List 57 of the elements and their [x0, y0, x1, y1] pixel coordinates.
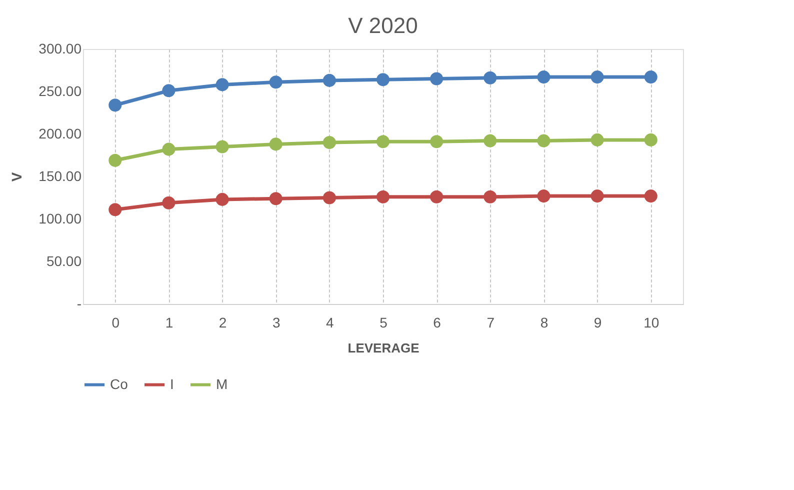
x-tick-label: 5 [380, 314, 388, 330]
point [484, 71, 497, 84]
point [537, 134, 550, 148]
point [376, 190, 390, 204]
y-tick-label: 200.00 [38, 126, 82, 142]
x-axis-title: LEVERAGE [348, 340, 420, 356]
y-tick-label: 100.00 [38, 210, 82, 226]
point [322, 74, 336, 87]
point [162, 142, 176, 156]
legend-label: M [216, 376, 228, 392]
y-tick-label: 50.00 [46, 253, 82, 269]
x-tick-label: 2 [218, 314, 227, 330]
legend-label: Co [110, 376, 128, 392]
point [216, 140, 229, 154]
point [108, 203, 122, 216]
point [216, 78, 229, 92]
point [376, 73, 390, 86]
point [108, 154, 122, 167]
point [269, 138, 282, 151]
chart-title: V 2020 [348, 13, 418, 38]
point [269, 192, 282, 206]
point [644, 190, 658, 203]
y-tick-label: 300.00 [38, 40, 82, 56]
point [590, 133, 604, 146]
point [430, 135, 444, 148]
point [537, 190, 550, 203]
point [269, 76, 282, 89]
x-tick-label: 0 [112, 314, 120, 330]
y-tick-label: 250.00 [38, 83, 82, 99]
point [644, 70, 658, 84]
y-tick-label: 150.00 [38, 168, 82, 184]
x-tick-label: 1 [165, 314, 174, 330]
x-tick-label: 7 [486, 314, 495, 330]
x-tick-label: 3 [272, 314, 280, 330]
x-tick-label: 9 [594, 314, 602, 330]
x-tick-label: 6 [433, 314, 442, 330]
point [484, 190, 497, 204]
point [430, 190, 444, 204]
legend-label: I [170, 376, 174, 392]
point [430, 72, 444, 86]
x-tick-label: 8 [540, 314, 548, 330]
x-tick-label: 4 [326, 314, 334, 330]
point [322, 136, 336, 150]
point [376, 135, 390, 148]
point [590, 190, 604, 203]
point [108, 98, 122, 112]
x-tick-label: 10 [644, 314, 660, 330]
point [590, 70, 604, 84]
y-axis-title: V [8, 172, 25, 182]
point [537, 70, 550, 84]
point [162, 84, 176, 98]
point [216, 192, 229, 206]
point [162, 196, 176, 210]
point [322, 191, 336, 204]
point [644, 133, 658, 146]
point [484, 134, 497, 148]
y-tick-label: - [76, 296, 82, 312]
